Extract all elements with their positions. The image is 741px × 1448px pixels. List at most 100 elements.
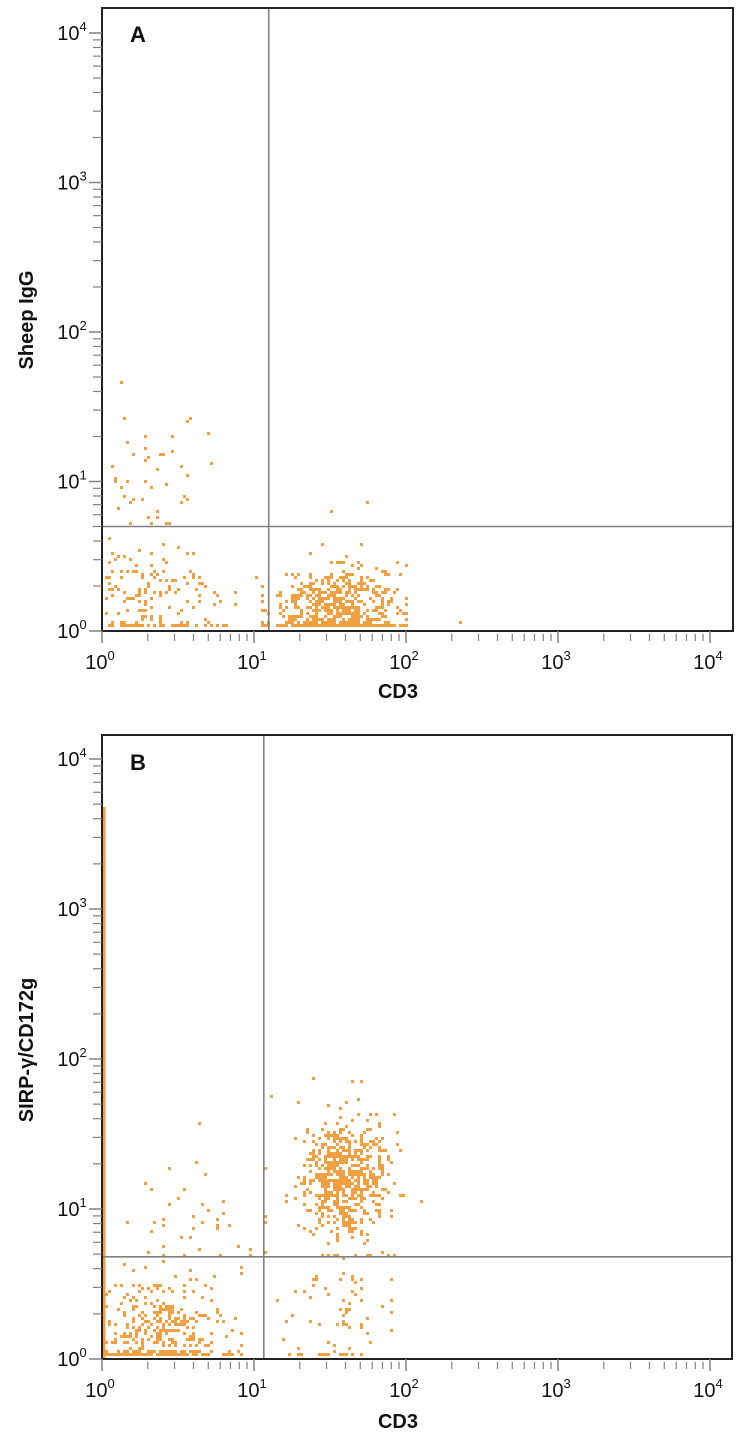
event-dot	[369, 579, 372, 582]
event-dot	[171, 1311, 174, 1314]
event-dot	[138, 624, 141, 627]
event-dot	[111, 588, 114, 591]
event-dot	[192, 1317, 195, 1320]
event-dot	[120, 1302, 123, 1305]
event-dot	[180, 1308, 183, 1311]
event-dot	[315, 588, 318, 591]
event-dot	[357, 1173, 360, 1176]
event-dot	[357, 1155, 360, 1158]
event-dot	[171, 579, 174, 582]
event-dot	[303, 1182, 306, 1185]
event-dot	[111, 1353, 114, 1356]
x-tick-label: 100	[85, 1376, 114, 1402]
event-dot	[306, 624, 309, 627]
event-dot	[126, 609, 129, 612]
event-dot	[378, 1212, 381, 1215]
event-dot	[195, 1344, 198, 1347]
event-dot	[321, 621, 324, 624]
event-dot	[300, 588, 303, 591]
event-dot	[261, 609, 264, 612]
event-dot	[309, 1170, 312, 1173]
event-dot	[357, 1176, 360, 1179]
event-dot	[330, 1146, 333, 1149]
event-dot	[348, 1230, 351, 1233]
event-dot	[375, 1113, 378, 1116]
event-dot	[333, 600, 336, 603]
event-dot	[183, 1290, 186, 1293]
event-dot	[171, 450, 174, 453]
event-dot	[135, 624, 138, 627]
event-dot	[324, 606, 327, 609]
event-dot	[123, 1311, 126, 1314]
event-dot	[318, 1221, 321, 1224]
event-dot	[297, 573, 300, 576]
event-dot	[165, 1305, 168, 1308]
event-dot	[345, 1194, 348, 1197]
event-dot	[333, 624, 336, 627]
event-dot	[114, 1323, 117, 1326]
event-dot	[324, 1191, 327, 1194]
event-dot	[330, 561, 333, 564]
event-dot	[366, 1143, 369, 1146]
event-dot	[357, 615, 360, 618]
event-dot	[375, 1209, 378, 1212]
event-dot	[342, 1194, 345, 1197]
event-dot	[327, 1146, 330, 1149]
event-dot	[375, 1137, 378, 1140]
event-dot	[351, 1080, 354, 1083]
event-dot	[162, 1245, 165, 1248]
event-dot	[156, 516, 159, 519]
event-dot	[339, 1353, 342, 1356]
event-dot	[150, 1302, 153, 1305]
event-dot	[387, 588, 390, 591]
event-dot	[351, 1158, 354, 1161]
event-dot	[168, 1323, 171, 1326]
event-dot	[357, 1185, 360, 1188]
event-dot	[318, 600, 321, 603]
event-dot	[162, 1290, 165, 1293]
event-dot	[375, 618, 378, 621]
event-dot	[345, 594, 348, 597]
event-dot	[318, 594, 321, 597]
event-dot	[375, 1185, 378, 1188]
event-dot	[366, 1332, 369, 1335]
event-dot	[360, 585, 363, 588]
event-dot	[342, 1158, 345, 1161]
event-dot	[369, 1113, 372, 1116]
event-dot	[357, 588, 360, 591]
panel-b-y-axis-title: SIRP-γ/CD172g	[16, 978, 38, 1123]
event-dot	[339, 1206, 342, 1209]
event-dot	[345, 1353, 348, 1356]
event-dot	[336, 1236, 339, 1239]
event-dot	[162, 1323, 165, 1326]
x-tick-label: 101	[237, 648, 266, 674]
event-dot	[291, 594, 294, 597]
event-dot	[309, 1296, 312, 1299]
event-dot	[369, 1341, 372, 1344]
event-dot	[147, 1287, 150, 1290]
event-dot	[108, 1320, 111, 1323]
event-dot	[339, 1182, 342, 1185]
event-dot	[162, 570, 165, 573]
y-tick-label: 102	[57, 1045, 86, 1071]
event-dot	[126, 480, 129, 483]
event-dot	[264, 1215, 267, 1218]
event-dot	[168, 1203, 171, 1206]
event-dot	[216, 1218, 219, 1221]
event-dot	[147, 1251, 150, 1254]
event-dot	[333, 1158, 336, 1161]
event-dot	[318, 1218, 321, 1221]
event-dot	[126, 1341, 129, 1344]
event-dot	[360, 588, 363, 591]
event-dot	[381, 1188, 384, 1191]
event-dot	[345, 1137, 348, 1140]
event-dot	[339, 612, 342, 615]
event-dot	[354, 1149, 357, 1152]
event-dot	[303, 585, 306, 588]
event-dot	[333, 1200, 336, 1203]
event-dot	[189, 570, 192, 573]
event-dot	[327, 1185, 330, 1188]
event-dot	[279, 606, 282, 609]
event-dot	[354, 606, 357, 609]
event-dot	[177, 1311, 180, 1314]
